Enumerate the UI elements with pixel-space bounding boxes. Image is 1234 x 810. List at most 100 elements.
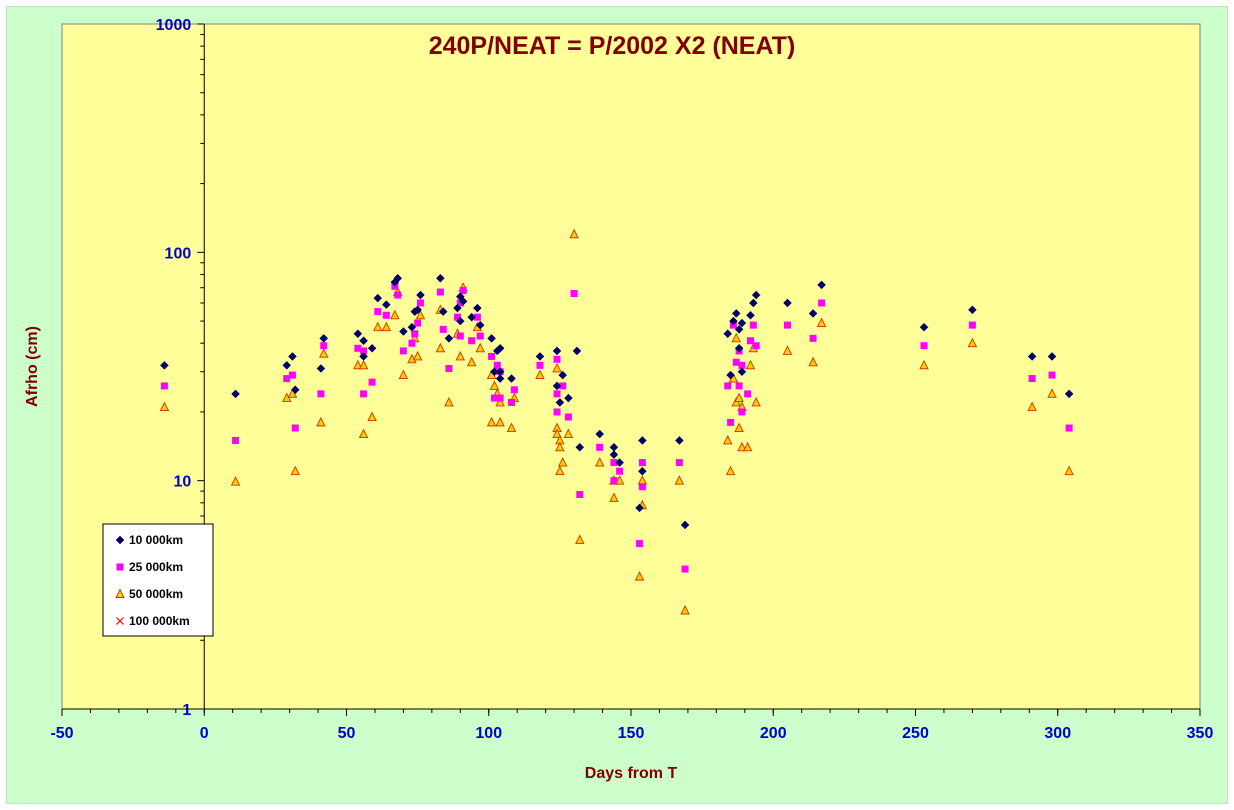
data-point (555, 465, 565, 476)
data-point (230, 476, 241, 486)
data-point (570, 290, 578, 298)
data-point (436, 273, 445, 283)
legend-label: 50 000km (129, 587, 183, 601)
data-point (458, 296, 468, 306)
data-point (1047, 388, 1057, 398)
data-point (726, 370, 735, 380)
legend-label: 25 000km (129, 560, 183, 574)
data-point (783, 321, 791, 329)
data-point (595, 429, 605, 439)
x-tick-label: 250 (902, 725, 929, 742)
data-point (737, 441, 747, 452)
data-point (510, 386, 518, 394)
data-point (681, 565, 689, 573)
data-point (475, 320, 485, 330)
data-point (353, 329, 363, 339)
data-point (638, 459, 646, 467)
data-point (638, 436, 647, 445)
data-point (729, 316, 738, 326)
data-point (723, 329, 733, 339)
data-point (319, 334, 329, 343)
data-point (615, 458, 624, 467)
data-point (752, 342, 760, 350)
data-point (782, 345, 793, 355)
data-point (456, 332, 464, 340)
data-point (742, 441, 753, 452)
data-point (746, 337, 754, 345)
data-point (552, 362, 562, 373)
data-point (319, 348, 329, 358)
data-point (751, 396, 761, 407)
data-point (487, 334, 496, 343)
data-point (444, 334, 454, 343)
data-point (436, 288, 444, 296)
data-point (638, 483, 646, 491)
data-point (488, 352, 496, 360)
data-point (359, 352, 368, 361)
data-point (731, 332, 741, 343)
legend-label: 100 000km (129, 614, 190, 628)
data-point (367, 343, 377, 353)
data-point (680, 520, 690, 530)
data-point (445, 364, 453, 372)
data-point (506, 422, 517, 432)
data-point (638, 466, 647, 476)
x-axis-label: Days from T (585, 765, 678, 782)
data-point (495, 374, 505, 383)
series-layer (159, 228, 1074, 615)
data-point (552, 428, 562, 439)
data-point (412, 350, 423, 361)
data-point (723, 434, 733, 445)
data-point (675, 459, 683, 467)
data-point (751, 290, 761, 300)
data-point (444, 396, 454, 407)
data-point (731, 309, 741, 318)
data-point (569, 228, 579, 239)
data-point (734, 422, 744, 432)
data-point (919, 322, 929, 332)
y-tick-label: 1000 (156, 17, 192, 34)
data-point (744, 390, 752, 398)
data-point (390, 309, 400, 320)
data-point (232, 436, 240, 444)
legend-marker (115, 535, 125, 545)
data-point (316, 416, 326, 427)
data-point (746, 310, 755, 320)
data-point (231, 389, 240, 399)
data-point (1064, 389, 1074, 399)
data-point (553, 355, 561, 363)
data-point (467, 312, 477, 322)
data-point (614, 475, 625, 485)
x-axis: -50 0 50 100 150 200 250 300 350 (50, 708, 1213, 742)
x-tick-label: -50 (50, 725, 73, 742)
data-point (576, 490, 584, 498)
data-point (734, 392, 744, 403)
data-point (967, 337, 978, 348)
data-point (495, 343, 505, 353)
data-point (159, 401, 170, 412)
data-point (724, 382, 732, 390)
data-point (738, 361, 746, 369)
data-point (486, 416, 497, 427)
legend-marker (115, 588, 125, 598)
data-point (373, 293, 383, 303)
data-point (453, 303, 462, 313)
data-point (818, 299, 826, 307)
data-point (809, 334, 817, 342)
data-point (435, 342, 446, 353)
x-tick-label: 200 (760, 725, 787, 742)
x-tick-label: 300 (1044, 725, 1071, 742)
data-point (473, 303, 482, 313)
plot-area (61, 23, 1201, 710)
data-point (553, 390, 561, 398)
data-point (555, 441, 565, 452)
data-point (489, 380, 500, 390)
data-point (535, 352, 545, 361)
data-point (416, 290, 425, 300)
data-point (737, 367, 747, 377)
data-point (635, 503, 644, 513)
data-point (968, 321, 976, 329)
data-point (737, 318, 747, 328)
data-point (610, 459, 618, 467)
data-point (572, 346, 582, 356)
